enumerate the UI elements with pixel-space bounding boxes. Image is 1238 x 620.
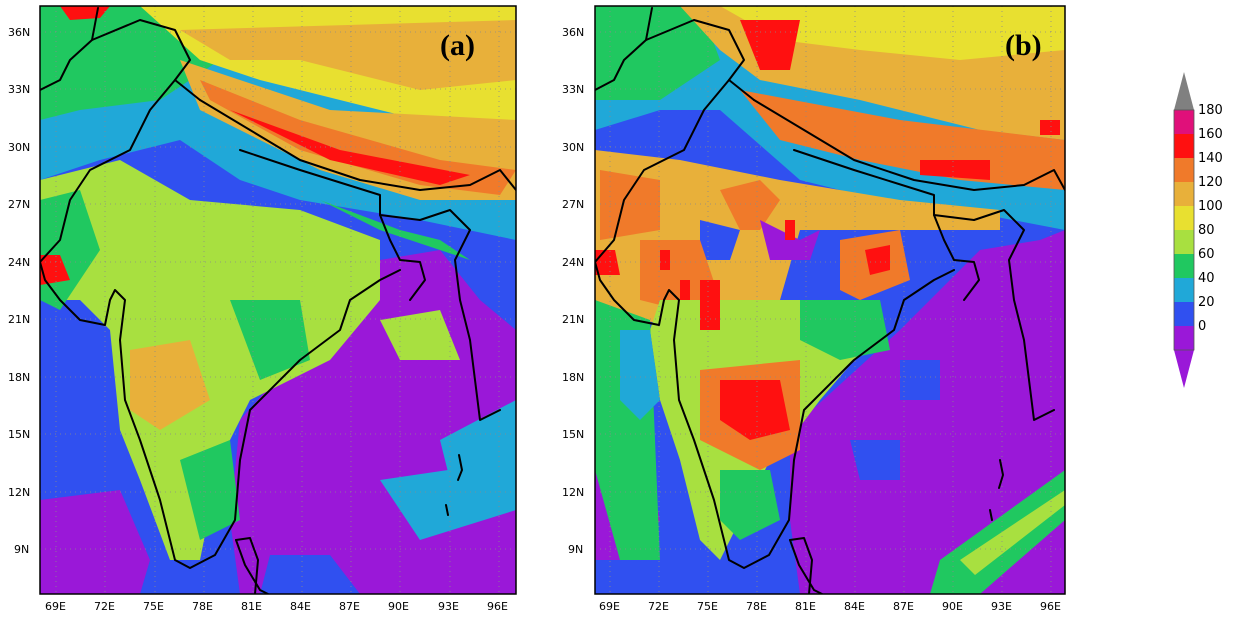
- lon-tick-label: 90E: [388, 600, 409, 613]
- colorbar-swatch: [1174, 326, 1194, 350]
- lon-tick-label: 96E: [1040, 600, 1061, 613]
- panel-b: (b) 36N 33N 30N 27N 24N 21N 18N 15N 12N …: [562, 5, 1066, 613]
- colorbar-label: 40: [1198, 271, 1215, 286]
- colorbar-swatch: [1174, 110, 1194, 134]
- panel-b-frame: [594, 5, 1066, 595]
- lat-tick-label: 33N: [562, 83, 584, 96]
- panel-a-lon-ticks: 69E 72E 75E 78E 81E 84E 87E 90E 93E 96E: [45, 600, 508, 613]
- panel-b-lat-ticks: 36N 33N 30N 27N 24N 21N 18N 15N 12N 9N: [562, 26, 584, 556]
- panel-a-coastlines: [40, 7, 516, 594]
- colorbar-label: 20: [1198, 295, 1215, 310]
- colorbar-label: 120: [1198, 175, 1223, 190]
- lon-tick-label: 81E: [795, 600, 816, 613]
- lon-tick-label: 72E: [94, 600, 115, 613]
- colorbar-swatch: [1174, 206, 1194, 230]
- panel-a-lat-ticks: 36N 33N 30N 27N 24N 21N 18N 15N 12N 9N: [8, 26, 30, 556]
- lat-tick-label: 12N: [8, 486, 30, 499]
- lat-tick-label: 27N: [8, 198, 30, 211]
- lon-tick-label: 78E: [192, 600, 213, 613]
- lon-tick-label: 69E: [45, 600, 66, 613]
- panel-a-graticule: [40, 6, 516, 594]
- lat-tick-label: 15N: [562, 428, 584, 441]
- panel-b-graticule: [595, 6, 1065, 594]
- lat-tick-label: 18N: [562, 371, 584, 384]
- colorbar-label: 140: [1198, 151, 1223, 166]
- lon-tick-label: 90E: [942, 600, 963, 613]
- lon-tick-label: 78E: [746, 600, 767, 613]
- colorbar-swatch: [1174, 278, 1194, 302]
- colorbar-label: 80: [1198, 223, 1215, 238]
- lon-tick-label: 87E: [893, 600, 914, 613]
- lat-tick-label: 24N: [562, 256, 584, 269]
- lon-tick-label: 69E: [599, 600, 620, 613]
- panel-a-label: (a): [440, 29, 475, 62]
- panel-b-label: (b): [1005, 29, 1042, 62]
- lon-tick-label: 93E: [991, 600, 1012, 613]
- colorbar-overflow-triangle: [1174, 72, 1194, 110]
- lat-tick-label: 21N: [562, 313, 584, 326]
- lat-tick-label: 33N: [8, 83, 30, 96]
- lat-tick-label: 21N: [8, 313, 30, 326]
- lon-tick-label: 75E: [143, 600, 164, 613]
- panel-b-lon-ticks: 69E 72E 75E 78E 81E 84E 87E 90E 93E 96E: [599, 600, 1061, 613]
- colorbar-swatch: [1174, 254, 1194, 278]
- lon-tick-label: 84E: [844, 600, 865, 613]
- panel-b-coastlines: [595, 7, 1065, 594]
- lat-tick-label: 15N: [8, 428, 30, 441]
- lat-tick-label: 18N: [8, 371, 30, 384]
- lat-tick-label: 30N: [562, 141, 584, 154]
- lon-tick-label: 96E: [487, 600, 508, 613]
- colorbar: 180 160 140 120 100 80 60 40 20 0: [1173, 72, 1223, 388]
- lat-tick-label: 36N: [562, 26, 584, 39]
- colorbar-swatch: [1174, 230, 1194, 254]
- panel-b-field: [595, 6, 1065, 594]
- colorbar-label: 100: [1198, 199, 1223, 214]
- colorbar-swatch: [1174, 134, 1194, 158]
- lon-tick-label: 87E: [339, 600, 360, 613]
- lat-tick-label: 24N: [8, 256, 30, 269]
- colorbar-label: 60: [1198, 247, 1215, 262]
- lat-tick-label: 27N: [562, 198, 584, 211]
- colorbar-label: 180: [1198, 103, 1223, 118]
- colorbar-underflow-triangle: [1174, 350, 1194, 388]
- lat-tick-label: 9N: [568, 543, 583, 556]
- lon-tick-label: 72E: [648, 600, 669, 613]
- lat-tick-label: 36N: [8, 26, 30, 39]
- colorbar-swatch: [1174, 182, 1194, 206]
- lon-tick-label: 93E: [438, 600, 459, 613]
- lat-tick-label: 30N: [8, 141, 30, 154]
- panel-a: (a) 36N 33N 30N 27N 24N 21N 18N 15N 12N …: [8, 5, 517, 613]
- lat-tick-label: 9N: [14, 543, 29, 556]
- colorbar-label: 160: [1198, 127, 1223, 142]
- lon-tick-label: 75E: [697, 600, 718, 613]
- lon-tick-label: 84E: [290, 600, 311, 613]
- colorbar-label: 0: [1198, 319, 1206, 334]
- colorbar-swatch: [1174, 302, 1194, 326]
- colorbar-swatch: [1174, 158, 1194, 182]
- lon-tick-label: 81E: [241, 600, 262, 613]
- panel-a-field: [40, 6, 516, 594]
- lat-tick-label: 12N: [562, 486, 584, 499]
- panel-a-frame: [39, 5, 517, 595]
